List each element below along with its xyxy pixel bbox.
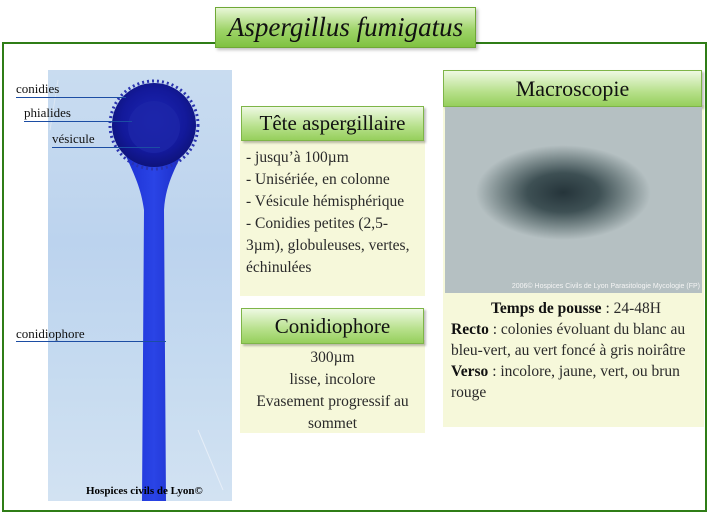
leader-line-conidiophore: [16, 341, 166, 342]
verso-line: Verso : incolore, jaune, vert, ou brun r…: [451, 361, 701, 403]
recto-line: Recto : colonies évoluant du blanc au bl…: [451, 319, 701, 361]
label-conidies: conidies: [16, 81, 60, 96]
macroscopie-text: Temps de pousse : 24-48H Recto : colonie…: [451, 298, 701, 403]
list-item: - Conidies petites (2,5-3µm), globuleuse…: [246, 215, 410, 276]
micrograph-image: [48, 70, 232, 501]
temps-value: : 24-48H: [601, 300, 661, 317]
title-banner: Aspergillus fumigatus: [215, 7, 476, 48]
micrograph-credit: Hospices civils de Lyon©: [86, 485, 203, 497]
recto-label: Recto: [451, 321, 489, 338]
leader-line-phialides: [24, 121, 132, 122]
temps-label: Temps de pousse: [491, 300, 602, 317]
conidiophore-line: lisse, incolore: [289, 371, 376, 388]
recto-value: : colonies évoluant du blanc au bleu-ver…: [451, 321, 686, 359]
list-item: - Vésicule hémisphérique: [246, 193, 405, 210]
label-conidiophore: conidiophore: [16, 326, 85, 341]
verso-label: Verso: [451, 363, 489, 380]
leader-line-conidies: [16, 97, 126, 98]
tete-heading: Tête aspergillaire: [241, 106, 424, 141]
conidiophore-illustration: [49, 79, 224, 501]
tete-list: - jusqu’à 100µm - Unisériée, en colonne …: [246, 147, 414, 279]
temps-line: Temps de pousse : 24-48H: [451, 298, 701, 319]
list-item: - jusqu’à 100µm: [246, 149, 349, 166]
list-item: - Unisériée, en colonne: [246, 171, 390, 188]
label-phialides: phialides: [24, 105, 71, 120]
conidiophore-line: Evasement progressif au sommet: [256, 393, 409, 432]
page-title: Aspergillus fumigatus: [227, 12, 464, 42]
colony-photo: 2006© Hospices Civils de Lyon Parasitolo…: [445, 107, 702, 293]
conidiophore-text: 300µm lisse, incolore Evasement progress…: [241, 347, 424, 435]
leader-line-vesicule: [52, 147, 160, 148]
tete-panel: [240, 140, 425, 296]
photo-credit: 2006© Hospices Civils de Lyon Parasitolo…: [511, 283, 700, 290]
conidiophore-heading: Conidiophore: [241, 308, 424, 344]
conidiophore-panel: [240, 340, 425, 433]
verso-value: : incolore, jaune, vert, ou brun rouge: [451, 363, 680, 401]
macroscopie-heading: Macroscopie: [443, 70, 702, 107]
conidiophore-line: 300µm: [310, 349, 355, 366]
label-vesicule: vésicule: [52, 131, 95, 146]
